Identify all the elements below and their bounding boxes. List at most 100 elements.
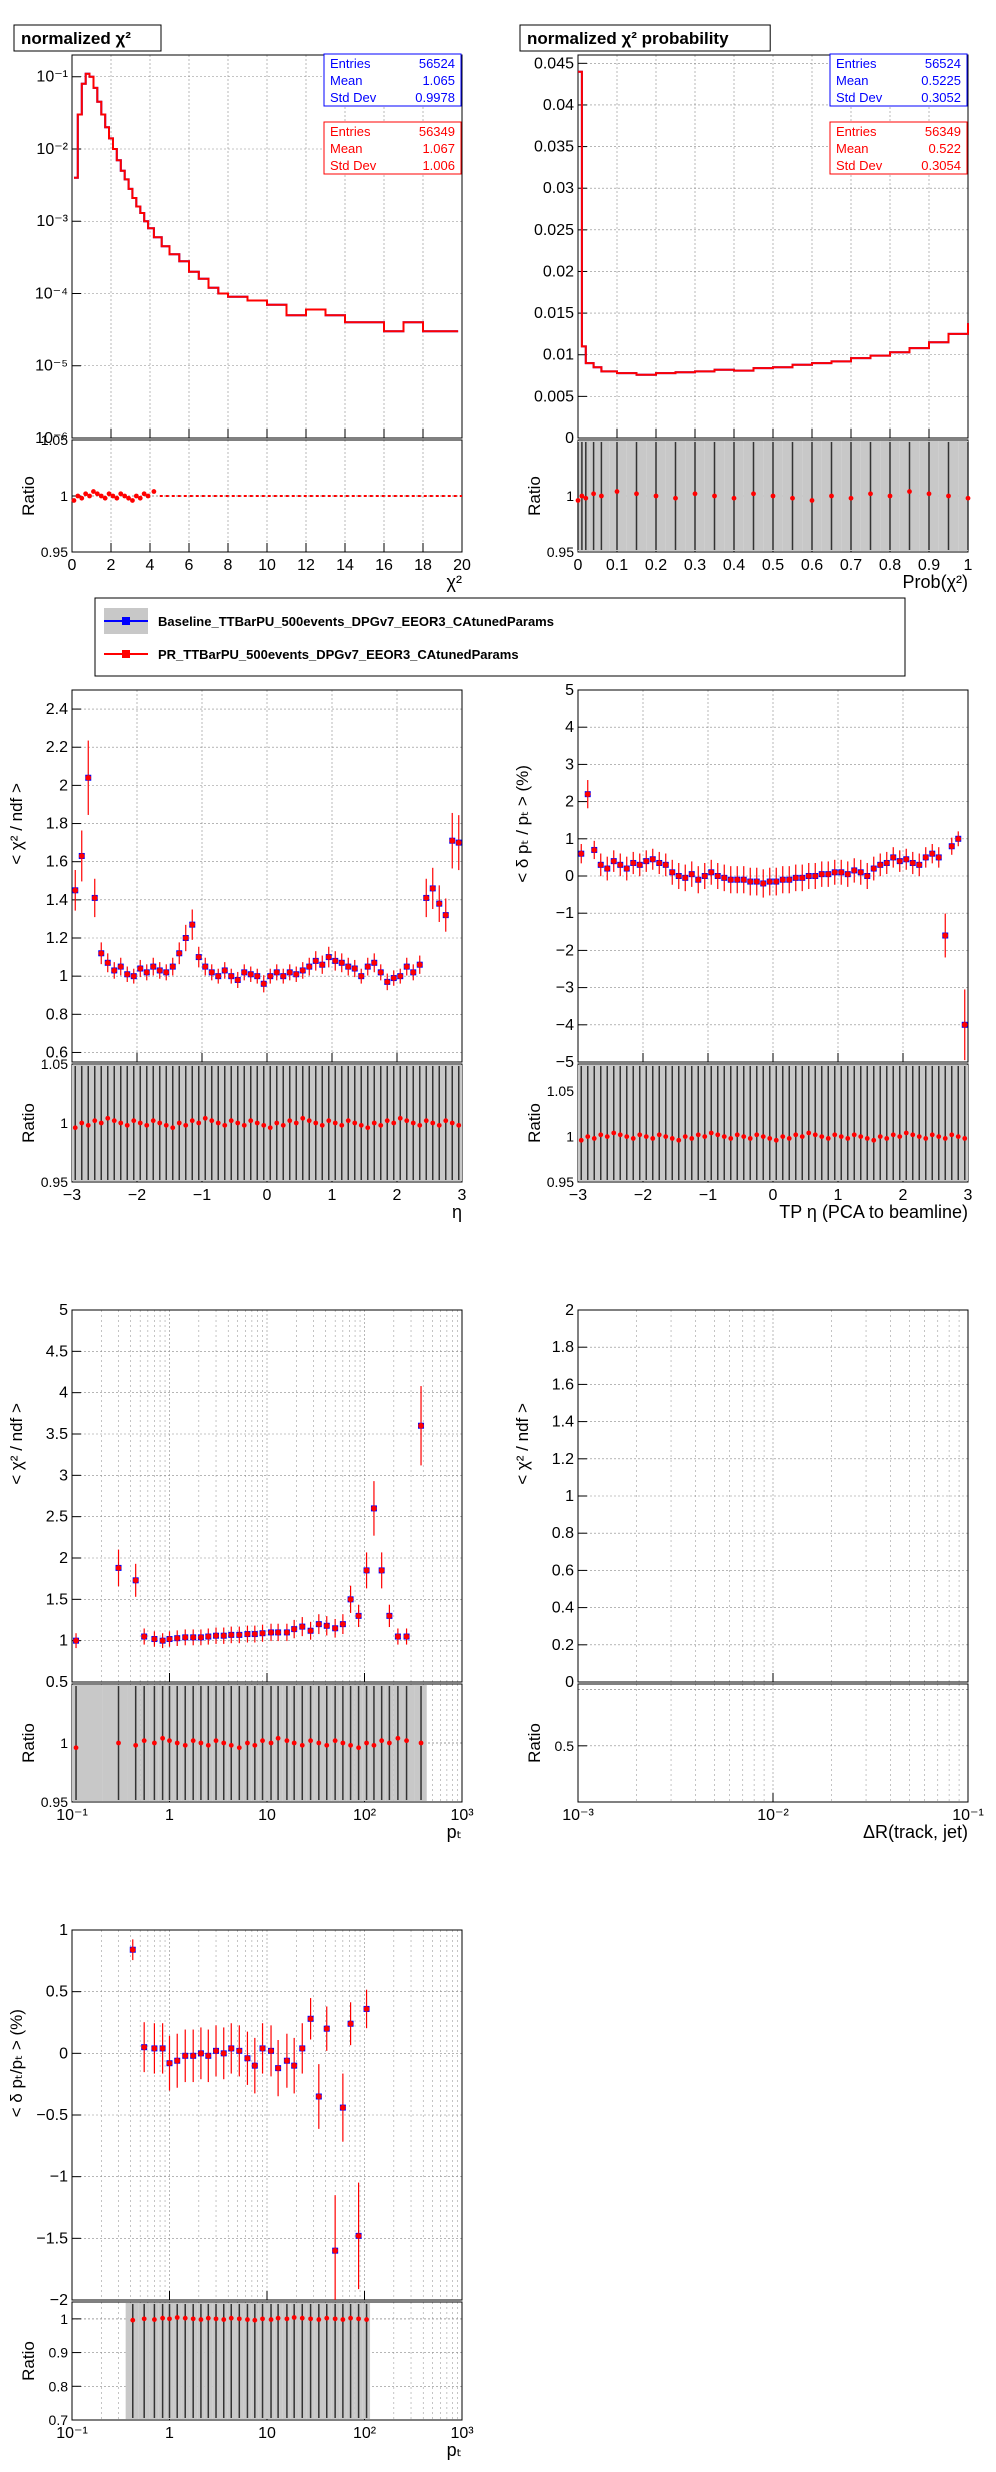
chi2prob-ratio-point — [579, 493, 585, 499]
dptpt-point-pr — [228, 2045, 235, 2052]
chi2pt-ratio-point — [386, 1740, 392, 1746]
chi2pt-ratio-point — [73, 1745, 79, 1751]
chi2prob-stat-label: Entries — [836, 56, 877, 71]
chi2-ratio-point — [102, 495, 108, 501]
chi2eta-ratio-point — [319, 1122, 325, 1128]
chi2eta-ytick: 2.4 — [46, 701, 68, 718]
dptpt-ratio-ylabel: Ratio — [19, 2341, 38, 2381]
chi2pt-ytick: 4.5 — [46, 1343, 68, 1360]
chi2pt-point-pr — [198, 1634, 204, 1641]
chi2eta-xtick: −2 — [128, 1187, 146, 1204]
chi2pt-ratio-band — [72, 1685, 103, 1801]
chi2pt-ratio-point — [348, 1742, 353, 1748]
dpteta-ratio-point — [780, 1134, 786, 1140]
chi2pt-ratio-point — [379, 1738, 385, 1744]
chi2prob-ratio-band — [609, 441, 627, 551]
chi2eta-point-pr — [416, 961, 423, 968]
dptpt-point-pr — [284, 2057, 290, 2064]
chi2pt-point-pr — [347, 1596, 354, 1603]
dpteta-point-pr — [916, 862, 923, 868]
dptpt-ratio-point — [182, 2315, 188, 2321]
chi2prob-ratio-point — [591, 491, 596, 497]
chi2pt-ytick: 2.5 — [46, 1509, 68, 1526]
chi2pt-ratio-point — [268, 1740, 274, 1746]
chi2-xtick: 20 — [453, 557, 471, 574]
dpteta-point-pr — [838, 869, 845, 876]
chi2-stat-value: 56524 — [419, 56, 455, 71]
chi2dr-ytick: 0.6 — [552, 1562, 574, 1579]
dptpt-point-pr — [340, 2104, 346, 2111]
chi2eta-ratio-point — [79, 1120, 85, 1126]
chi2pt-point-pr — [252, 1631, 258, 1637]
chi2pt-ratio-point — [299, 1742, 305, 1748]
chi2eta-ratio-point — [261, 1122, 267, 1128]
chi2pt-point-pr — [291, 1626, 297, 1632]
dpteta-point-pr — [597, 862, 604, 868]
chi2-ratio-point — [91, 489, 96, 494]
dpteta-point-pr — [630, 860, 637, 866]
dpteta-main-panel: −5 −4 −3 −2 −1 0 1 2 3 4 5 < δ pₜ / pₜ > (%) — [513, 682, 969, 1071]
chi2prob-stats-pr: Entries 56349 Mean 0.522 Std Dev 0.3054 — [829, 121, 968, 175]
chi2prob-ratio-point — [731, 495, 737, 501]
chi2pt-ratio-point — [182, 1742, 188, 1748]
dpteta-point-pr — [701, 873, 708, 879]
chi2eta-ytick: 1.4 — [46, 892, 68, 909]
dptpt-ytick: 0.5 — [46, 1984, 68, 2001]
chi2prob-xtick: 0.9 — [918, 557, 940, 574]
dpteta-ytick: 2 — [565, 794, 574, 811]
dptpt-main-panel: −2 −1.5 −1 −0.5 0 0.5 1 < δ pₜ/pₜ > (%) — [7, 1922, 463, 2309]
chi2dr-ytick: 0 — [565, 1674, 574, 1691]
chi2eta-point-pr — [319, 961, 326, 968]
chi2prob-ytick: 1 — [566, 488, 574, 504]
chi2pt-ratio-point — [236, 1745, 242, 1751]
chi2-stat-label: Std Dev — [330, 158, 377, 173]
chi2-stat-label: Entries — [330, 56, 371, 71]
chi2prob-ratio-point — [926, 491, 932, 497]
chi2eta-point-pr — [410, 969, 417, 976]
chi2eta-ratio-point — [235, 1120, 241, 1126]
chi2pt-ytick: 4 — [59, 1385, 68, 1402]
dptpt-xtick: 10³ — [450, 2425, 474, 2442]
dpteta-ratio-point — [611, 1130, 617, 1136]
chi2dr-xtick: 10⁻³ — [562, 1807, 594, 1824]
chi2eta-point-pr — [371, 960, 378, 966]
chi2prob-ytick: 0.02 — [543, 263, 574, 280]
chi2eta-point-pr — [234, 977, 241, 983]
dpteta-ratio-point — [897, 1134, 903, 1140]
chi2pt-xtick: 10³ — [450, 1807, 474, 1824]
dpteta-point-pr — [734, 876, 741, 883]
chi2prob-xtick: 0.1 — [606, 557, 628, 574]
dpteta-ratio-point — [656, 1132, 662, 1138]
chi2prob-stat-value: 0.3054 — [921, 158, 961, 173]
dpteta-ratio-point — [669, 1136, 675, 1141]
chi2eta-point-pr — [124, 971, 131, 978]
chi2-ratio-point — [106, 491, 112, 497]
chi2pt-point-pr — [213, 1632, 219, 1639]
dpteta-ratio-point — [903, 1130, 909, 1136]
dptpt-point-pr — [141, 2044, 147, 2050]
chi2eta-ytick: 1.2 — [46, 930, 68, 947]
chi2-stats-pr: Entries 56349 Mean 1.067 Std Dev 1.006 — [323, 121, 462, 175]
dptpt-point-pr — [129, 1946, 136, 1953]
chi2-ratio-point — [145, 493, 151, 499]
chi2dr-ratio-panel: 0.5 10⁻³ 10⁻² 10⁻¹ΔR(track, jet) Ratio — [525, 1683, 984, 1842]
chi2eta-point-pr — [208, 969, 215, 976]
chi2prob-stat-value: 56349 — [925, 124, 961, 139]
chi2pt-ytick: 0.95 — [41, 1794, 68, 1810]
chi2eta-ratio-point — [391, 1120, 397, 1126]
dpteta-point-pr — [760, 880, 767, 887]
chi2eta-ratio-point — [248, 1118, 254, 1124]
dpteta-point-pr — [929, 850, 936, 857]
chi2eta-point-pr — [130, 973, 137, 979]
chi2eta-ratio-point — [423, 1118, 429, 1124]
chi2-stat-value: 1.065 — [422, 73, 455, 88]
dpteta-ratio-point — [637, 1132, 643, 1138]
chi2pt-main-panel: 0.5 1 1.5 2 2.5 3 3.5 4 4.5 5 < χ² / ndf > — [7, 1302, 463, 1691]
dpteta-ratio-point — [871, 1137, 877, 1143]
chi2-ratio-point — [133, 493, 139, 499]
chi2prob-xtick: 0.8 — [879, 557, 901, 574]
dpteta-point-pr — [591, 847, 598, 853]
chi2pt-ytick: 3.5 — [46, 1426, 68, 1443]
dpteta-point-pr — [779, 876, 786, 883]
